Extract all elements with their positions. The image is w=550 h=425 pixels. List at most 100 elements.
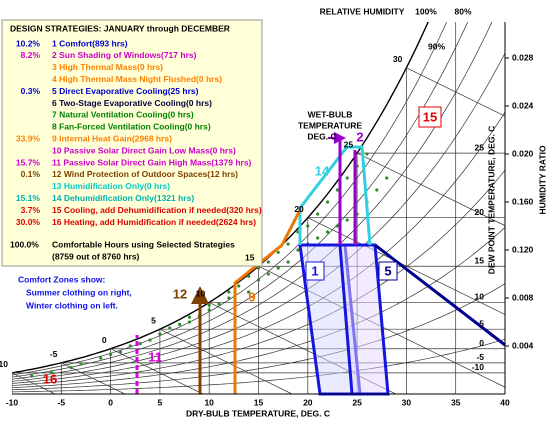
- data-point: [266, 272, 270, 276]
- strategy-pct: 3.7%: [21, 205, 41, 215]
- zone-label: 12: [173, 286, 187, 301]
- zone-labels: 1 5 2 9 11 12 14 15 16: [43, 106, 442, 386]
- data-point: [217, 302, 221, 306]
- data-point: [276, 266, 280, 270]
- strategy-pct: 8.2%: [21, 50, 41, 60]
- legend-title: DESIGN STRATEGIES: JANUARY through DECEM…: [10, 23, 230, 33]
- strategy-label: 16 Heating, add Humidification if needed…: [52, 217, 256, 227]
- saturation-label: 5: [151, 315, 156, 325]
- zone-label: 11: [148, 349, 162, 364]
- dew-point-label: 25: [475, 142, 485, 152]
- x-tick-label: 5: [158, 397, 163, 407]
- data-point: [99, 356, 103, 360]
- data-point: [345, 176, 349, 180]
- y-tick-label: 0.004: [512, 340, 534, 350]
- strategy-pct: 0.3%: [21, 86, 41, 96]
- x-tick-label: 10: [204, 397, 214, 407]
- dehumidification-zone: [298, 145, 372, 246]
- dew-point-label: 15: [475, 255, 485, 265]
- data-point: [266, 260, 270, 264]
- dew-point-title: DEW POINT TEMPERATURE, DEG. C: [486, 126, 496, 275]
- strategy-label: 13 Humidification Only(0 hrs): [52, 181, 170, 191]
- x-tick-label: 35: [451, 397, 461, 407]
- data-point: [316, 236, 320, 240]
- y-tick-label: 0.008: [512, 292, 534, 302]
- strategy-label: 9 Internal Heat Gain(2968 hrs): [52, 133, 172, 143]
- data-point: [109, 352, 113, 356]
- summary-label: Comfortable Hours using Selected Strateg…: [52, 239, 235, 249]
- data-point: [256, 278, 261, 282]
- data-point: [148, 338, 152, 342]
- data-point: [158, 332, 162, 336]
- strategy-pct: 15.7%: [16, 157, 41, 167]
- saturation-label: -5: [50, 349, 58, 359]
- zone-label: 16: [43, 371, 57, 386]
- saturation-label: 20: [294, 204, 304, 214]
- zone-label: 2: [356, 129, 363, 144]
- strategy-label: 3 High Thermal Mass(0 hrs): [52, 62, 163, 72]
- saturation-label: 0: [102, 335, 107, 345]
- data-point: [178, 322, 182, 326]
- zone-label: 5: [384, 263, 391, 278]
- x-tick-label: 15: [254, 397, 264, 407]
- data-point: [345, 218, 349, 222]
- strategy-label: 15 Cooling, add Dehumidification if need…: [52, 205, 262, 215]
- data-point: [138, 342, 142, 346]
- legend: 10.2% 1 Comfort(893 hrs) 8.2% 2 Sun Shading…: [16, 38, 262, 227]
- strategy-pct: 10.2%: [16, 38, 41, 48]
- strategy-label: 4 High Thermal Mass Night Flushed(0 hrs): [52, 74, 222, 84]
- saturation-label: 10: [196, 289, 206, 299]
- strategy-label: 2 Sun Shading of Windows(717 hrs): [52, 50, 197, 60]
- data-point: [168, 326, 172, 330]
- y-tick-label: 0.160: [512, 196, 534, 206]
- saturation-label: 30: [393, 54, 403, 64]
- dew-point-label: -10: [472, 362, 485, 372]
- zone-label: 14: [315, 163, 330, 178]
- data-point: [79, 362, 83, 366]
- wet-bulb-line: [258, 265, 505, 388]
- saturation-curve: [12, 22, 429, 374]
- data-point: [227, 290, 231, 294]
- x-tick-label: 0: [108, 397, 113, 407]
- x-tick-label: 25: [352, 397, 362, 407]
- strategy-label: 7 Natural Ventilation Cooling(0 hrs): [52, 110, 194, 120]
- y-axis-title: HUMIDITY RATIO: [537, 145, 547, 214]
- data-point: [30, 374, 34, 378]
- zone-label: 15: [423, 109, 437, 124]
- data-point: [128, 344, 132, 348]
- data-point: [247, 274, 251, 278]
- saturation-label: 25: [344, 139, 354, 149]
- zone-box: [305, 261, 325, 281]
- data-point: [335, 188, 339, 192]
- wet-bulb-line: [12, 372, 56, 394]
- zone-box: [418, 106, 442, 128]
- dew-point-label: 5: [479, 318, 484, 328]
- data-point: [187, 315, 192, 319]
- wet-bulb-line: [159, 328, 293, 394]
- data-point: [69, 366, 73, 370]
- x-tick-label: -5: [58, 397, 66, 407]
- wet-bulb-line: [110, 348, 203, 394]
- y-tick-label: 0.020: [512, 148, 534, 158]
- x-tick-label: 40: [500, 397, 510, 407]
- dew-point-label: -5: [476, 352, 484, 362]
- rh-label: 80%: [454, 6, 471, 16]
- data-point: [207, 308, 211, 312]
- data-point: [207, 303, 211, 307]
- comfort-note: Summer clothing on right,: [26, 287, 132, 297]
- dew-point-label: 20: [475, 207, 485, 217]
- strategy-label: 12 Wind Protection of Outdoor Spaces(12 …: [52, 169, 238, 179]
- strategy-label: 1 Comfort(893 hrs): [52, 38, 128, 48]
- zone-label: 1: [311, 263, 318, 278]
- x-tick-label: 20: [303, 397, 313, 407]
- strategy-pct: 33.9%: [16, 133, 41, 143]
- data-point: [247, 290, 251, 294]
- strategy-label: 5 Direct Evaporative Cooling(25 hrs): [52, 86, 199, 96]
- data-point: [325, 200, 330, 204]
- data-point: [286, 260, 290, 264]
- zone-box: [378, 261, 398, 281]
- comfort-note: Winter clothing on left.: [26, 300, 118, 310]
- data-point: [237, 284, 241, 288]
- strategy-pct: 15.1%: [16, 193, 41, 203]
